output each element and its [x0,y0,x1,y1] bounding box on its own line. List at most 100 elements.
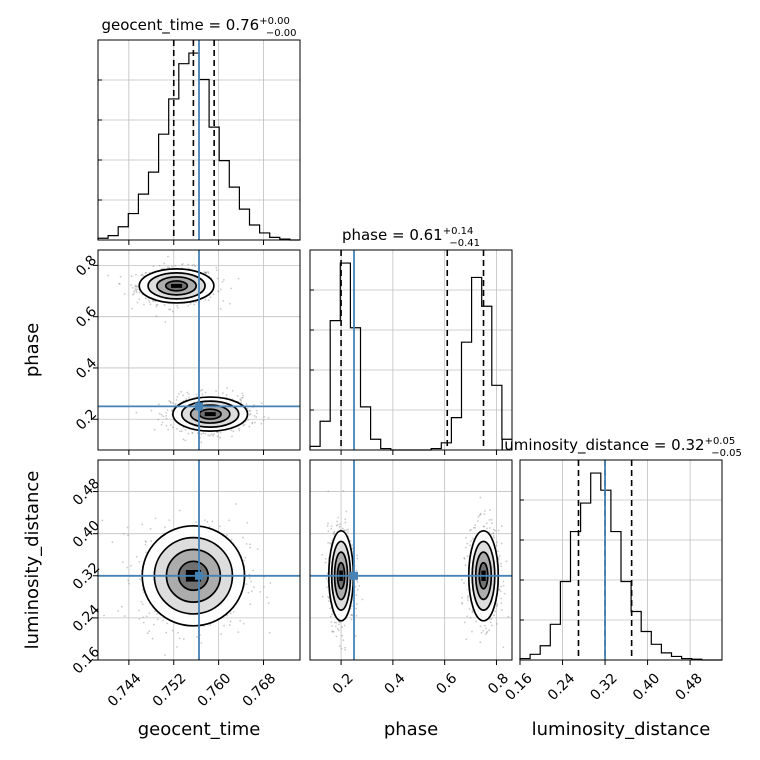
sample-point [103,614,105,617]
sample-point [331,630,334,633]
sample-point [134,288,137,290]
sample-point [239,619,242,622]
sample-point [141,523,144,526]
sample-point [355,615,358,617]
sample-point [132,292,135,295]
sample-point [158,264,161,267]
sample-point [154,610,156,613]
title-phase-plus: +0.14 [443,226,474,237]
ytick-label-phase-1: 0.4 [73,355,100,382]
sample-point [207,272,210,274]
sample-point [332,532,335,535]
sample-point [204,391,207,394]
sample-point [169,308,172,311]
sample-point [138,560,141,563]
sample-point [242,536,244,539]
sample-point [135,291,138,294]
sample-point [338,523,341,526]
sample-point [141,273,144,276]
sample-point [344,648,346,651]
sample-point [157,403,160,406]
sample-point [187,263,190,266]
sample-point [479,641,482,644]
sample-point [463,582,465,584]
panel-geocent_time_luminosity_distance-content [101,503,272,656]
sample-point [333,531,336,534]
sample-point [460,578,463,581]
sample-point [178,637,181,640]
sample-point [503,592,506,595]
sample-point [342,639,345,642]
sample-point [182,638,185,640]
title-geocent_time: geocent_time = 0.76+0.00 −0.00 [102,16,297,39]
sample-point [133,290,136,293]
sample-point [248,425,251,428]
sample-point [204,271,207,274]
sample-point [351,613,353,616]
sample-point [256,548,259,551]
sample-point [138,291,141,294]
sample-point [210,433,213,436]
sample-point [160,413,163,416]
sample-point [338,525,341,528]
sample-point [335,635,338,638]
sample-point [201,388,204,391]
sample-point [222,300,225,302]
ytick-label-phase-0: 0.2 [73,406,100,433]
sample-point [230,538,233,541]
sample-point [120,605,123,608]
ytick-label-phase-3: 0.8 [73,252,100,279]
sample-point [200,433,203,435]
sample-point [336,523,339,526]
sample-point [249,546,252,549]
sample-point [223,624,225,627]
xtick-label-luminosity_distance-1: 0.24 [545,670,578,703]
sample-point [186,391,189,394]
sample-point [215,269,218,272]
sample-point [175,399,178,401]
sample-point [495,544,498,547]
sample-point [252,569,255,572]
sample-point [262,419,265,422]
hist-luminosity_distance-frame [519,459,723,661]
sample-point [237,631,240,634]
sample-point [250,590,253,593]
sample-point [327,596,330,599]
sample-point [500,565,503,568]
sample-point [321,553,323,556]
sample-point [497,556,500,559]
sample-point [327,530,330,533]
sample-point [184,439,187,442]
panel-geocent_time_phase [97,249,301,451]
sample-point [465,546,467,549]
sample-point [331,625,334,627]
sample-point [169,401,172,404]
sample-point [153,428,156,431]
sample-point [461,601,464,604]
sample-point [251,421,254,424]
xtick-label-phase-0: 0.2 [330,670,357,697]
hist-panel-geocent_time: geocent_time = 0.76+0.00 −0.00 [97,16,301,241]
sample-point [155,303,158,306]
sample-point [188,396,190,399]
sample-point [216,277,219,280]
sample-point [325,577,328,580]
sample-point [203,271,206,273]
sample-point [174,402,177,405]
xlabel-luminosity_distance: luminosity_distance [532,719,711,740]
sample-point [492,528,495,531]
sample-point [218,525,221,528]
sample-point [331,630,334,633]
ylabel-phase: phase [22,323,43,377]
sample-point [351,614,354,617]
sample-point [178,509,181,512]
xtick-label-geocent_time-2: 0.760 [195,670,235,710]
sample-point [324,557,327,560]
sample-point [492,532,495,535]
sample-point [354,635,357,638]
xtick-label-geocent_time-3: 0.768 [240,670,280,710]
sample-point [335,524,338,527]
title-luminosity_distance-minus: −0.05 [711,448,742,459]
sample-point [228,624,231,626]
sample-point [147,299,150,302]
